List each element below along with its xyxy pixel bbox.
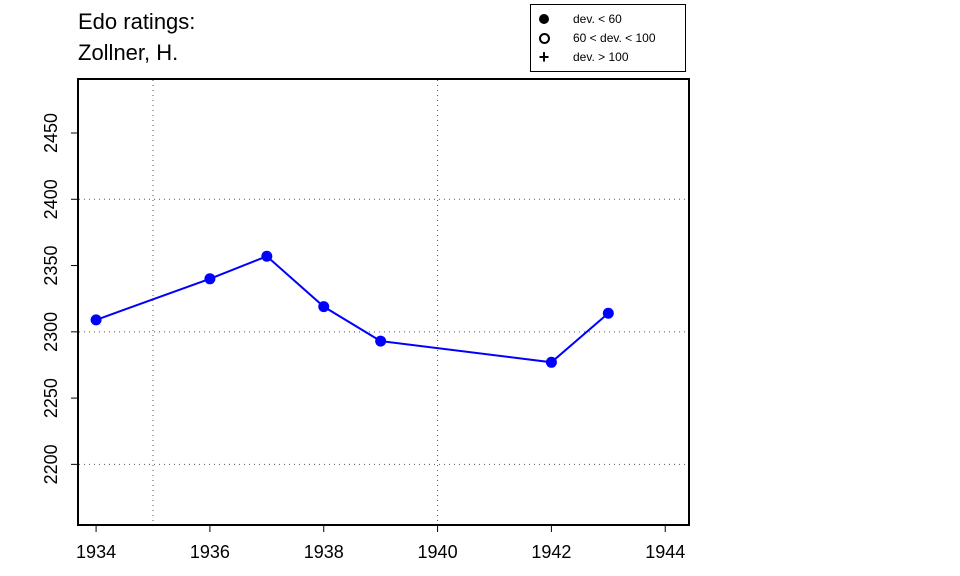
data-point [375,335,387,347]
legend-item-filled: dev. < 60 [531,11,622,27]
legend-label: dev. < 60 [573,12,622,26]
chart-title-line-1: Edo ratings: [78,9,196,34]
y-tick-label: 2400 [41,179,61,219]
data-point [602,307,614,319]
legend-item-open: 60 < dev. < 100 [531,30,656,46]
data-point [261,250,273,262]
y-tick-label: 2300 [41,312,61,352]
y-tick-label: 2200 [41,444,61,484]
x-tick-label: 1942 [531,542,571,562]
x-tick-label: 1936 [190,542,230,562]
x-tick-label: 1940 [418,542,458,562]
x-tick-label: 1944 [645,542,685,562]
x-tick-label: 1934 [76,542,116,562]
y-tick-label: 2450 [41,113,61,153]
legend-item-plus: + dev. > 100 [531,47,629,67]
legend: dev. < 60 60 < dev. < 100 + dev. > 100 [530,4,686,72]
grid-lines [79,80,688,524]
y-tick-label: 2250 [41,378,61,418]
chart-title-line-2: Zollner, H. [78,40,179,65]
series-layer [90,250,614,368]
data-point [318,301,330,313]
legend-label: dev. > 100 [573,50,629,64]
legend-label: 60 < dev. < 100 [573,31,656,45]
data-point [545,356,557,368]
x-tick-label: 1938 [304,542,344,562]
x-axis: 1934 1936 1938 1940 1942 1944 [76,525,685,562]
open-circle-icon [531,32,557,44]
data-point [90,314,102,326]
data-point [204,273,216,285]
plot-frame [77,78,690,526]
y-tick-label: 2350 [41,246,61,286]
y-axis: 2200 2250 2300 2350 2400 2450 [41,113,78,484]
series-line [95,255,609,364]
filled-circle-icon [531,14,557,24]
plus-icon: + [538,47,550,67]
